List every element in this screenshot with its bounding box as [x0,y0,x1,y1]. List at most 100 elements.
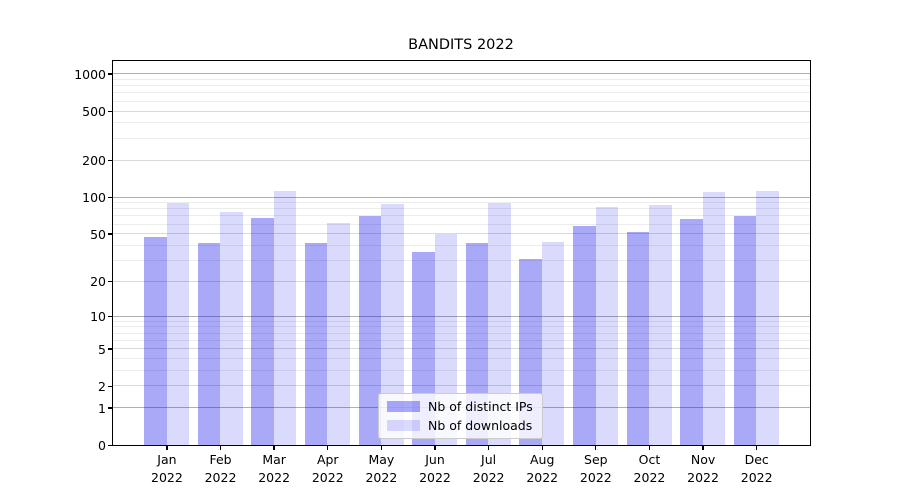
bar-nb-of-downloads-nov-2022 [702,191,726,445]
gridline-minor [113,100,810,102]
bar-nb-of-distinct-ips-apr-2022 [304,242,328,445]
y-tick-label: 2 [98,378,106,394]
bar-nb-of-distinct-ips-mar-2022 [251,218,274,445]
y-tick [108,407,112,409]
bar-nb-of-distinct-ips-feb-2022 [197,242,221,445]
y-tick [108,444,112,446]
x-tick [166,446,168,450]
y-tick [108,385,112,387]
gridline-minor [113,137,810,139]
gridline-minor [113,122,810,124]
y-tick-label: 100 [82,189,106,205]
x-tick-label: Nov 2022 [687,452,719,485]
bar-nb-of-downloads-apr-2022 [327,223,350,445]
gridline-minor [113,244,810,246]
plot-area [112,60,811,446]
gridline-minor [113,370,810,372]
x-tick-label: Aug 2022 [526,452,559,485]
gridline-minor [113,332,810,334]
x-tick [327,446,329,450]
bar-nb-of-downloads-mar-2022 [273,190,297,445]
x-tick-label: Jul 2022 [472,452,505,485]
gridline-minor [113,85,810,87]
y-tick-label: 1 [98,400,106,416]
gridline-minor [113,358,810,360]
gridline-minor [113,202,810,204]
x-tick-label: Oct 2022 [633,452,666,485]
gridline-minor [113,260,810,261]
legend-label-downloads: Nb of downloads [428,418,533,433]
gridline-major [113,315,810,317]
gridline-minor [113,223,810,225]
x-tick-label: Jun 2022 [419,452,451,485]
bar-nb-of-downloads-jun-2022 [434,233,458,445]
y-tick-label: 20 [90,274,106,290]
x-tick [273,446,275,450]
bar-nb-of-distinct-ips-sep-2022 [573,225,596,445]
gridline-minor [113,78,810,80]
gridline-minor [113,215,810,217]
legend-row-downloads: Nb of downloads [387,417,533,434]
bar-nb-of-downloads-may-2022 [381,204,404,445]
x-tick [434,446,436,450]
gridline [113,159,810,161]
x-tick [648,446,651,450]
y-tick-label: 10 [90,308,106,324]
gridline-minor [113,326,810,328]
gridline [113,348,810,350]
y-tick [108,281,112,283]
gridline [113,233,810,235]
gridline-major [113,196,810,198]
x-tick [702,446,704,450]
y-tick-label: 1000 [74,66,106,82]
bar-nb-of-distinct-ips-jan-2022 [144,237,167,445]
x-tick [756,446,758,450]
bar-nb-of-distinct-ips-may-2022 [358,215,382,445]
x-tick-label: Sep 2022 [579,452,612,485]
legend-swatch-downloads [387,420,420,431]
gridline-major [113,73,810,75]
gridline [113,385,810,387]
legend-label-distinct-ips: Nb of distinct IPs [428,399,533,414]
y-tick [108,73,112,75]
gridline-minor [113,320,810,322]
bar-nb-of-downloads-feb-2022 [220,212,243,445]
bar-nb-of-distinct-ips-dec-2022 [733,215,757,445]
chart-title: BANDITS 2022 [408,37,514,53]
gridline-minor [113,339,810,341]
x-tick-label: Mar 2022 [258,452,291,485]
x-tick-label: Feb 2022 [204,452,237,485]
y-tick [108,233,112,235]
x-tick-label: Dec 2022 [740,452,773,485]
bar-nb-of-downloads-jan-2022 [166,202,190,445]
x-tick [380,446,383,450]
legend-row-distinct-ips: Nb of distinct IPs [387,398,533,415]
bar-nb-of-downloads-aug-2022 [541,241,565,445]
y-tick-label: 5 [98,341,106,357]
gridline [113,280,810,282]
bar-nb-of-downloads-oct-2022 [649,205,672,445]
legend: Nb of distinct IPs Nb of downloads [378,393,543,439]
bar-nb-of-downloads-jul-2022 [488,202,511,445]
y-tick [108,315,112,318]
bar-nb-of-distinct-ips-nov-2022 [680,219,703,445]
x-tick-label: Apr 2022 [311,452,344,485]
gridline-minor [113,92,810,94]
x-tick-label: May 2022 [365,452,398,485]
y-tick-label: 500 [82,103,106,119]
x-tick [487,446,490,450]
bar-nb-of-downloads-sep-2022 [595,206,619,445]
y-tick [108,159,112,162]
gridline-minor [113,208,810,210]
y-tick [108,110,112,112]
y-tick-label: 0 [98,437,106,453]
legend-swatch-distinct-ips [387,401,420,412]
gridline [113,110,810,112]
y-tick [108,196,112,198]
x-tick [541,446,543,450]
x-tick [595,446,597,450]
y-tick-label: 50 [90,226,106,242]
y-tick [108,348,112,350]
bar-nb-of-distinct-ips-oct-2022 [626,231,650,445]
